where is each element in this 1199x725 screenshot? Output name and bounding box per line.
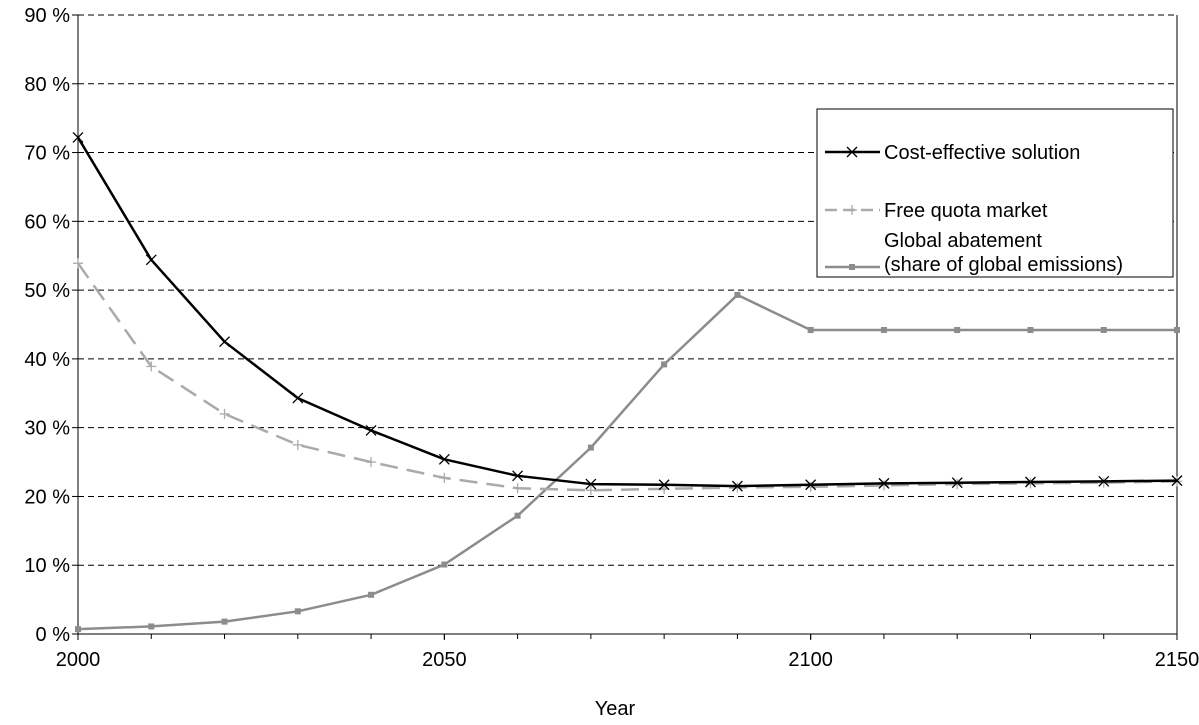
series-1-point-4 (366, 457, 377, 468)
y-tick-label-9: 90 % (24, 5, 70, 27)
x-axis-title: Year (595, 698, 636, 720)
legend-label-0: Cost-effective solution (884, 142, 1080, 164)
series-2-point-2 (221, 618, 228, 625)
series-line-1 (76, 262, 1178, 492)
legend-marker-0 (846, 146, 858, 158)
series-1-point-12 (952, 479, 963, 490)
series-1-point-6 (512, 483, 523, 494)
legend-box (816, 108, 1174, 278)
series-line-0 (76, 136, 1178, 488)
series-0-point-12 (951, 477, 963, 489)
series-0-point-15 (1171, 475, 1183, 487)
y-tick-label-7: 70 % (24, 143, 70, 165)
series-2-point-8 (661, 361, 668, 368)
series-0-point-11 (878, 477, 890, 489)
series-0-point-3 (292, 392, 304, 404)
series-0-point-1 (145, 254, 157, 266)
series-2-point-3 (294, 608, 301, 615)
y-tick-label-1: 10 % (24, 555, 70, 577)
legend-marker-1 (847, 205, 857, 215)
series-1-point-11 (878, 480, 889, 491)
y-tick-label-2: 20 % (24, 486, 70, 508)
x-tick-label-1: 2050 (422, 649, 467, 671)
x-tick-label-3: 2150 (1155, 649, 1199, 671)
legend-marker-2 (849, 264, 855, 270)
series-0 (72, 131, 1183, 492)
series-1-point-10 (805, 481, 816, 492)
series-1-point-7 (585, 485, 596, 496)
y-tick-label-8: 80 % (24, 74, 70, 96)
series-2-point-7 (587, 444, 594, 451)
series-1-point-5 (439, 472, 450, 483)
series-0-point-9 (731, 480, 743, 492)
series-2-point-11 (880, 327, 887, 334)
y-tick-label-0: 0 % (36, 624, 71, 646)
series-2 (75, 291, 1180, 633)
series-2-point-4 (368, 591, 375, 598)
series-1-point-13 (1025, 478, 1036, 489)
series-1-point-14 (1098, 477, 1109, 488)
series-0-point-14 (1098, 475, 1110, 487)
series-2-point-6 (514, 512, 521, 519)
series-2-point-13 (1027, 327, 1034, 334)
legend-label-1: Free quota market (884, 200, 1048, 222)
series-2-point-15 (1174, 327, 1180, 334)
series-1-point-1 (146, 361, 157, 372)
x-tick-label-0: 2000 (56, 649, 101, 671)
series-0-point-4 (365, 424, 377, 436)
y-tick-labels: 0 % 10 % 20 % 30 % 40 % 50 % 60 % 70 % 80 % 90 % (24, 5, 70, 646)
series-0-point-2 (219, 336, 230, 348)
series-2-point-14 (1100, 327, 1107, 334)
series-group (72, 131, 1183, 633)
gridlines (72, 14, 1177, 635)
series-0-point-8 (658, 479, 670, 491)
y-tick-label-6: 60 % (24, 211, 70, 233)
legend: Cost-effective solution Free quota market… (816, 108, 1174, 278)
series-0-point-0 (72, 131, 84, 143)
x-tick-labels: 2000 2050 2100 2150 (56, 649, 1199, 671)
series-1-point-9 (732, 482, 743, 493)
series-0-point-13 (1025, 476, 1036, 488)
legend-item-1 (825, 205, 880, 215)
series-2-point-0 (75, 626, 81, 633)
series-2-point-5 (441, 561, 448, 568)
series-0-point-6 (512, 470, 524, 482)
x-tick-label-2: 2100 (788, 649, 833, 671)
y-tick-label-5: 50 % (24, 280, 70, 302)
series-1-point-2 (219, 408, 230, 419)
legend-item-2 (825, 264, 880, 270)
series-0-point-5 (438, 453, 450, 465)
legend-item-0 (825, 146, 880, 158)
series-2-point-1 (148, 623, 155, 630)
series-1-point-3 (292, 439, 303, 450)
legend-label-2: Global abatement (share of global emissio… (884, 230, 1123, 276)
series-2-point-12 (954, 327, 961, 334)
y-tick-label-4: 40 % (24, 349, 70, 371)
series-2-point-9 (734, 291, 741, 298)
series-1-point-0 (73, 258, 83, 269)
series-0-point-7 (585, 478, 597, 490)
series-1 (73, 258, 1182, 496)
series-2-point-10 (807, 327, 814, 334)
axes (77, 15, 1178, 640)
series-line-2 (77, 293, 1177, 631)
series-0-point-10 (805, 479, 817, 491)
y-tick-label-3: 30 % (24, 418, 70, 440)
